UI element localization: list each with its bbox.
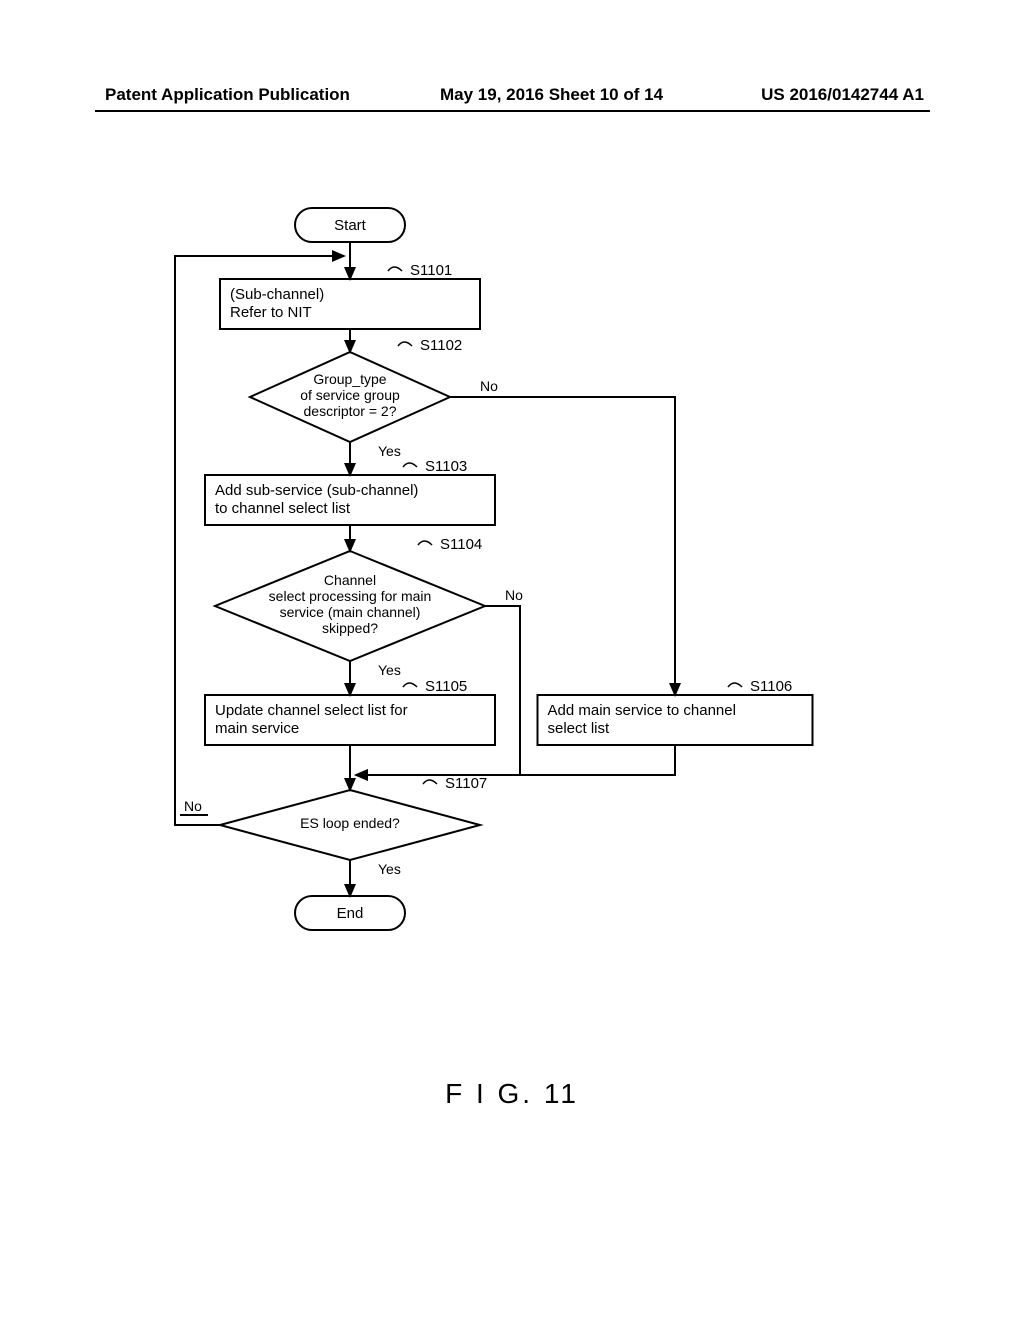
svg-text:S1101: S1101: [410, 262, 452, 279]
svg-text:Add sub-service (sub-channel): Add sub-service (sub-channel): [215, 482, 418, 499]
svg-text:No: No: [480, 378, 498, 394]
svg-text:to channel select list: to channel select list: [215, 500, 351, 517]
svg-text:select list: select list: [548, 720, 611, 737]
svg-text:Update channel select list for: Update channel select list for: [215, 702, 408, 719]
svg-text:Yes: Yes: [378, 861, 401, 877]
svg-text:Group_type: Group_type: [313, 371, 386, 387]
svg-text:S1104: S1104: [440, 536, 482, 553]
svg-text:skipped?: skipped?: [322, 620, 378, 636]
svg-text:No: No: [184, 798, 202, 814]
svg-text:main service: main service: [215, 720, 299, 737]
svg-text:ES loop ended?: ES loop ended?: [300, 815, 400, 831]
svg-text:Start: Start: [334, 217, 367, 234]
svg-text:service (main channel): service (main channel): [280, 604, 421, 620]
flowchart-svg: Start (Sub-channel)Refer to NIT S1101 Group…: [0, 0, 1024, 1000]
svg-text:S1107: S1107: [445, 775, 487, 792]
svg-text:Channel: Channel: [324, 572, 376, 588]
svg-text:S1105: S1105: [425, 678, 467, 695]
svg-text:End: End: [337, 905, 364, 922]
svg-text:Add main service to channel: Add main service to channel: [548, 702, 736, 719]
svg-text:descriptor = 2?: descriptor = 2?: [304, 403, 397, 419]
svg-text:S1102: S1102: [420, 337, 462, 354]
svg-text:select processing for main: select processing for main: [269, 588, 432, 604]
page-container: Patent Application Publication May 19, 2…: [0, 0, 1024, 1320]
svg-text:S1103: S1103: [425, 458, 467, 475]
svg-text:of service group: of service group: [300, 387, 400, 403]
svg-text:Refer to NIT: Refer to NIT: [230, 304, 312, 321]
svg-text:(Sub-channel): (Sub-channel): [230, 286, 324, 303]
svg-text:Yes: Yes: [378, 662, 401, 678]
svg-text:Yes: Yes: [378, 443, 401, 459]
figure-caption: F I G. 11: [0, 1078, 1024, 1110]
svg-text:No: No: [505, 587, 523, 603]
svg-text:S1106: S1106: [750, 678, 792, 695]
